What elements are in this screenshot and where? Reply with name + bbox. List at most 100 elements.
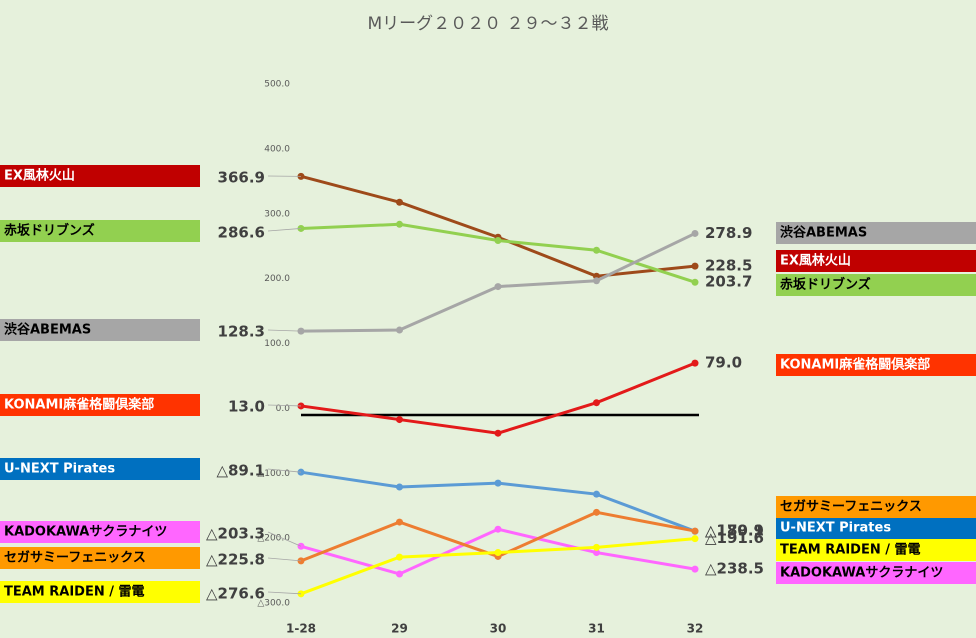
team-box [776, 539, 976, 561]
data-label: △203.3 [206, 525, 265, 543]
data-label: 278.9 [705, 224, 752, 242]
team-box [0, 165, 200, 187]
x-tick-label: 1-28 [286, 622, 316, 636]
y-tick-label: 300.0 [264, 209, 290, 219]
team-box [0, 319, 200, 341]
team-name: セガサミーフェニックス [780, 500, 922, 515]
team-name: TEAM RAIDEN / 雷電 [780, 542, 921, 558]
data-label: 13.0 [228, 398, 265, 416]
data-label: △225.8 [206, 551, 265, 569]
team-name: セガサミーフェニックス [4, 551, 146, 566]
point [396, 570, 403, 578]
team-name: KADOKAWAサクラナイツ [4, 525, 167, 540]
point [593, 399, 600, 407]
point [593, 277, 600, 285]
y-tick-label: 500.0 [264, 80, 290, 90]
point [396, 553, 403, 561]
team-name: EX風林火山 [4, 168, 75, 184]
data-label: △191.6 [705, 529, 764, 547]
y-tick-label: △100.0 [257, 469, 290, 479]
team-box [0, 220, 200, 242]
point [593, 508, 600, 516]
team-box [0, 547, 200, 569]
x-tick-label: 30 [490, 622, 507, 636]
team-name: 渋谷ABEMAS [780, 225, 867, 241]
point [691, 565, 699, 573]
team-name: TEAM RAIDEN / 雷電 [4, 584, 145, 600]
team-box [776, 354, 976, 376]
data-label: 203.7 [705, 273, 752, 291]
team-box [776, 274, 976, 296]
data-label: 79.0 [705, 354, 742, 372]
team-name: U-NEXT Pirates [780, 521, 891, 536]
team-box [776, 222, 976, 244]
point [494, 525, 502, 533]
data-label: 228.5 [705, 257, 752, 275]
team-box [776, 250, 976, 272]
series-line [300, 537, 696, 596]
series-line [300, 361, 696, 435]
x-tick-label: 31 [588, 622, 605, 636]
leader-line [267, 591, 302, 595]
team-name: EX風林火山 [780, 253, 851, 269]
point [396, 198, 403, 206]
point [593, 543, 600, 551]
team-box [0, 581, 200, 603]
point [494, 283, 502, 291]
point [691, 527, 699, 535]
team-name: 赤坂ドリブンズ [780, 277, 871, 293]
team-name: KONAMI麻雀格闘倶楽部 [4, 397, 154, 413]
data-label: 366.9 [218, 169, 265, 187]
leader-line [267, 404, 302, 407]
leader-line [267, 329, 302, 332]
x-tick-label: 29 [391, 622, 408, 636]
team-box [776, 496, 976, 518]
point [691, 535, 699, 543]
team-name: KADOKAWAサクラナイツ [780, 566, 943, 581]
point [396, 416, 403, 424]
y-tick-label: 200.0 [264, 274, 290, 284]
point [593, 246, 600, 254]
team-name: 赤坂ドリブンズ [4, 223, 95, 239]
team-box [0, 394, 200, 416]
point [494, 429, 502, 437]
y-tick-label: △300.0 [257, 599, 290, 609]
team-box [0, 521, 200, 543]
chart-title: Mリーグ２０２０ ２９～３２戦 [367, 14, 608, 34]
leader-line [267, 228, 302, 232]
leader-line [267, 468, 302, 473]
point [396, 220, 403, 228]
point [593, 549, 600, 557]
data-label: △238.5 [705, 560, 764, 578]
data-label: △89.1 [216, 462, 265, 480]
point [494, 237, 502, 245]
point [691, 278, 699, 286]
data-label: △180.1 [705, 522, 764, 540]
point [691, 359, 699, 367]
point [396, 483, 403, 491]
point [494, 549, 502, 557]
series-line [300, 232, 696, 333]
point [396, 518, 403, 526]
y-tick-label: 400.0 [264, 144, 290, 154]
data-label: △179.9 [705, 522, 764, 540]
point [691, 262, 699, 270]
point [494, 479, 502, 487]
team-name: KONAMI麻雀格闘倶楽部 [780, 357, 930, 373]
y-tick-label: 100.0 [264, 339, 290, 349]
point [691, 229, 699, 237]
team-box [0, 458, 200, 480]
team-box [776, 517, 976, 539]
team-name: U-NEXT Pirates [4, 462, 115, 477]
data-label: 286.6 [218, 224, 265, 242]
data-label: 128.3 [218, 323, 265, 341]
y-tick-label: 0.0 [276, 404, 291, 414]
point [593, 490, 600, 498]
x-tick-label: 32 [687, 622, 704, 636]
team-box [776, 562, 976, 584]
team-name: 渋谷ABEMAS [4, 322, 91, 338]
data-label: △276.6 [206, 585, 265, 603]
y-tick-label: △200.0 [257, 534, 290, 544]
